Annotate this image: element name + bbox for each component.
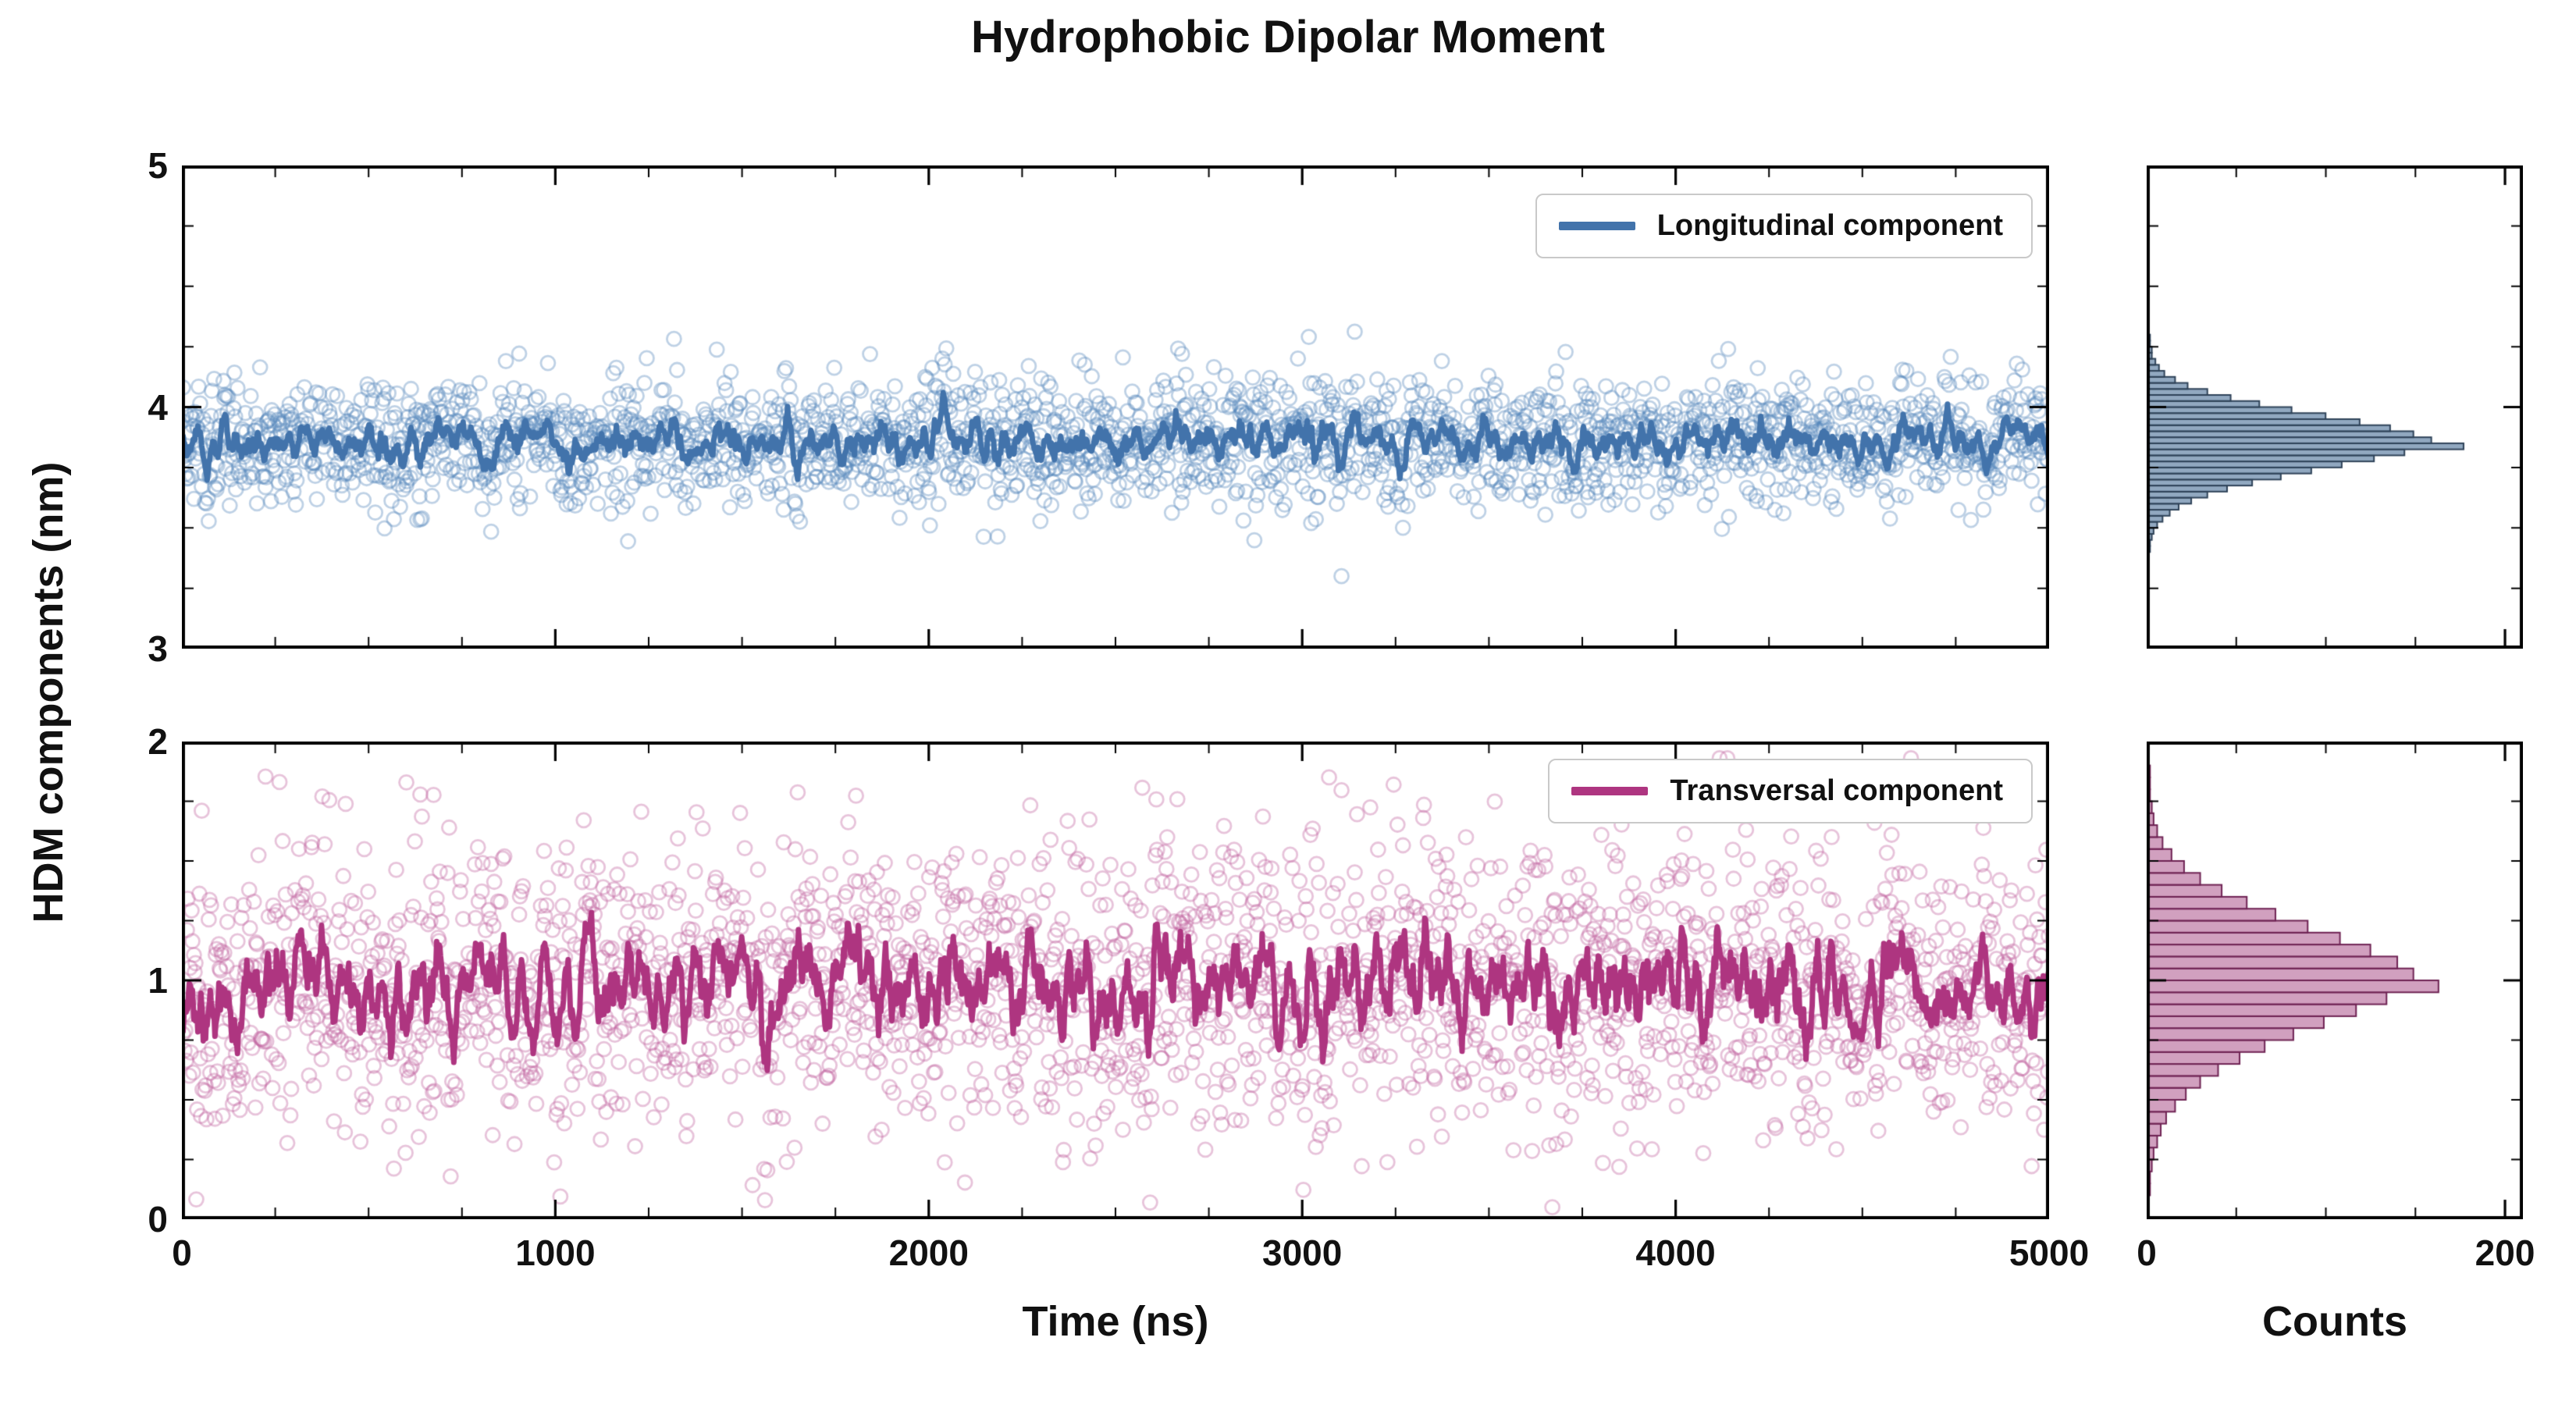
tick-label: 4000 bbox=[1635, 1232, 1716, 1273]
x-axis-label-counts: Counts bbox=[2262, 1298, 2407, 1345]
tick-label: 2000 bbox=[888, 1232, 969, 1273]
tick-label: 1000 bbox=[515, 1232, 596, 1273]
tick-label: 0 bbox=[148, 1199, 168, 1240]
legend-line-sample-longitudinal-icon bbox=[1558, 222, 1635, 230]
tick-label: 0 bbox=[172, 1232, 192, 1273]
tick-label: 3 bbox=[148, 628, 168, 669]
legend-longitudinal: Longitudinal component bbox=[1535, 194, 2033, 258]
y-axis-label: HDM components (nm) bbox=[25, 461, 72, 923]
tick-label: 5 bbox=[148, 145, 168, 186]
x-axis-label-time: Time (ns) bbox=[1022, 1298, 1209, 1345]
tick-label: 3000 bbox=[1262, 1232, 1343, 1273]
tick-label: 2 bbox=[148, 721, 168, 762]
legend-label-transversal: Transversal component bbox=[1670, 774, 2003, 807]
legend-label-longitudinal: Longitudinal component bbox=[1656, 209, 2003, 242]
longitudinal-histogram-plot bbox=[2147, 165, 2523, 649]
legend-line-sample-transversal-icon bbox=[1571, 787, 1649, 795]
tick-label: 200 bbox=[2475, 1232, 2535, 1273]
legend-transversal: Transversal component bbox=[1548, 759, 2033, 823]
tick-label: 0 bbox=[2137, 1232, 2157, 1273]
tick-label: 4 bbox=[148, 386, 168, 428]
chart-title: Hydrophobic Dipolar Moment bbox=[971, 12, 1605, 62]
tick-label: 5000 bbox=[2008, 1232, 2090, 1273]
tick-label: 1 bbox=[148, 960, 168, 1001]
transversal-histogram-plot bbox=[2147, 742, 2523, 1219]
